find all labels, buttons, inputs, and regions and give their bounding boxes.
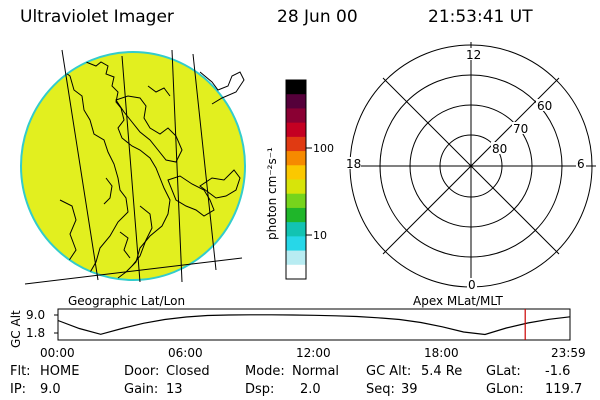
graticule [24, 49, 243, 285]
altitude-chart: 9.0 1.8 GC Alt 00:00 06:00 12:00 18:00 2… [9, 308, 586, 360]
status-gain-label: Gain: [124, 382, 159, 397]
colorbar-unit-label: photon cm⁻²s⁻¹ [265, 147, 279, 240]
status-door-label: Door: [124, 364, 160, 379]
outer-coastline [199, 71, 245, 105]
status-filter-value: HOME [40, 364, 80, 379]
mlt-label-midnight: 0 [468, 278, 476, 292]
x-tick-label-1200: 12:00 [296, 346, 331, 360]
colorbar-segment [286, 264, 306, 280]
instrument-title: Ultraviolet Imager [20, 7, 174, 27]
altitude-plot-frame [57, 308, 571, 341]
x-tick-label-2359: 23:59 [551, 346, 586, 360]
colorbar-frame [285, 79, 307, 280]
status-mode-label: Mode: [245, 364, 285, 379]
map-projection-label: Geographic Lat/Lon [68, 294, 185, 308]
colorbar-segment [286, 179, 306, 195]
status-glat-label: GLat: [486, 364, 521, 379]
mlat-label-60: 60 [537, 99, 552, 113]
polar-grid [346, 42, 596, 290]
status-mode-value: Normal [292, 364, 340, 379]
colorbar-segment [286, 122, 306, 138]
colorbar-segment [286, 165, 306, 181]
mlt-label-dawn: 6 [577, 157, 585, 171]
x-tick-label-1800: 18:00 [424, 346, 459, 360]
observation-date: 28 Jun 00 [277, 7, 358, 27]
status-seq-label: Seq: [366, 382, 395, 397]
mlat-label-80: 80 [492, 142, 507, 156]
mlat-label-70: 70 [513, 122, 528, 136]
status-ip-label: IP: [10, 382, 27, 397]
earth-disk [20, 51, 246, 281]
colorbar-segment [286, 193, 306, 209]
colorbar-segments [286, 80, 306, 280]
colorbar-segment [286, 207, 306, 223]
status-ip-value: 9.0 [40, 382, 61, 397]
x-tick-label-0600: 06:00 [168, 346, 203, 360]
status-glon-label: GLon: [486, 382, 524, 397]
mlt-label-dusk: 18 [346, 157, 361, 171]
status-door-value: Closed [166, 364, 210, 379]
mlt-label-noon: 12 [466, 48, 481, 62]
polar-projection-label: Apex MLat/MLT [413, 294, 503, 308]
color-scale: 100 10 photon cm⁻²s⁻¹ [265, 79, 334, 280]
altitude-axis-label: GC Alt [9, 310, 23, 348]
colorbar-segment [286, 136, 306, 152]
colorbar-tick-label-10: 10 [313, 229, 327, 242]
colorbar-segment [286, 108, 306, 124]
status-filter-label: Flt: [10, 364, 31, 379]
colorbar-segment [286, 151, 306, 166]
status-gcalt-value: 5.4 Re [421, 364, 463, 379]
y-tick-label-min: 1.8 [26, 326, 45, 340]
polar-labels: 12 18 6 0 60 70 80 [345, 48, 586, 292]
earth-image [20, 49, 246, 285]
colorbar-segment [286, 80, 306, 95]
status-seq-value: 39 [401, 382, 418, 397]
altitude-series-line [57, 314, 571, 336]
colorbar-segment [286, 236, 306, 252]
y-tick-label-max: 9.0 [26, 308, 45, 322]
colorbar-segment [286, 250, 306, 266]
status-dsp-value: 2.0 [300, 382, 321, 397]
status-gcalt-label: GC Alt: [366, 364, 412, 379]
status-glon-value: 119.7 [545, 382, 583, 397]
status-gain-value: 13 [166, 382, 183, 397]
observation-time: 21:53:41 UT [428, 7, 533, 27]
status-glat-value: -1.6 [545, 364, 571, 379]
coastline-overlay [59, 61, 241, 279]
colorbar-segment [286, 94, 306, 110]
colorbar-segment [286, 222, 306, 237]
colorbar-tick-label-100: 100 [313, 142, 334, 155]
status-dsp-label: Dsp: [245, 382, 275, 397]
x-tick-label-0000: 00:00 [40, 346, 75, 360]
